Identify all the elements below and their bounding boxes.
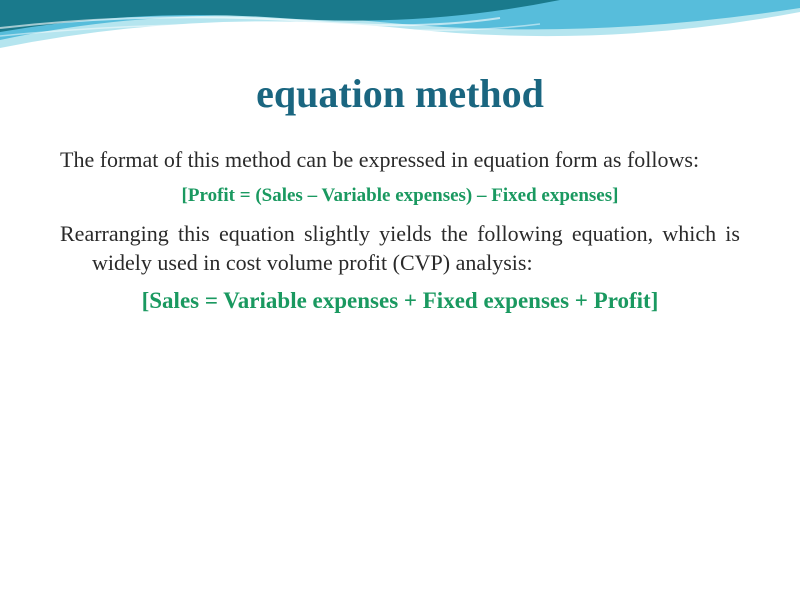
slide-title: equation method: [60, 70, 740, 117]
slide-content: equation method The format of this metho…: [0, 0, 800, 354]
rearranging-paragraph: Rearranging this equation slightly yield…: [60, 219, 740, 278]
equation-profit: [Profit = (Sales – Variable expenses) – …: [60, 185, 740, 207]
equation-sales: [Sales = Variable expenses + Fixed expen…: [60, 288, 740, 314]
intro-paragraph: The format of this method can be express…: [60, 145, 740, 175]
